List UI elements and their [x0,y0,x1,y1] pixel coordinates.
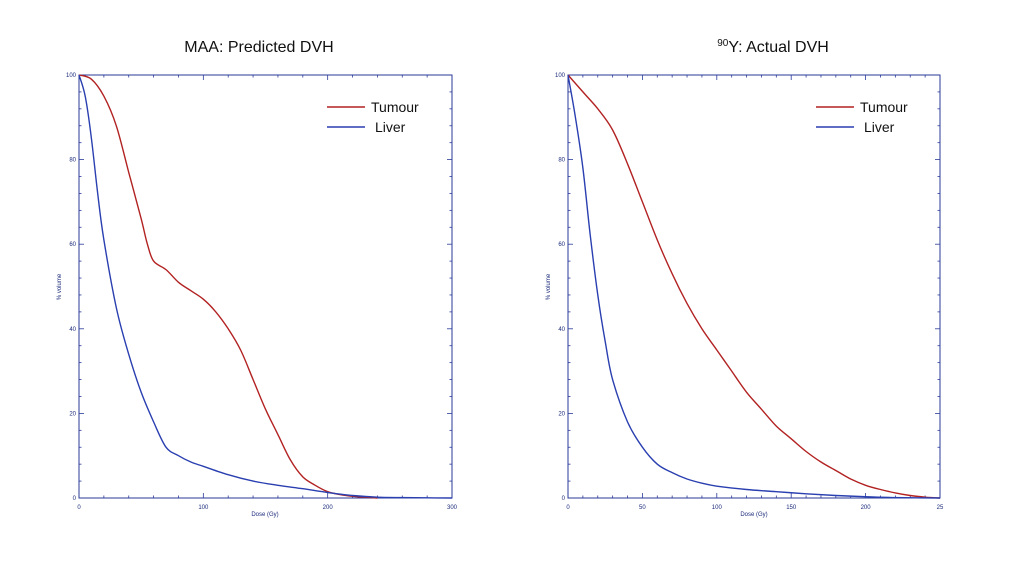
legend-label-tumour: Tumour [371,99,419,115]
legend-label-liver: Liver [375,119,406,135]
y-tick-label: 80 [558,158,565,164]
x-tick-label: 150 [786,505,797,511]
chart-title: MAA: Predicted DVH [184,39,333,56]
x-tick-label: 100 [198,505,209,511]
x-tick-label: 50 [639,505,646,511]
y-tick-label: 20 [69,411,76,417]
x-tick-label: 0 [566,505,570,511]
y-tick-label: 60 [69,242,76,248]
plot-frame [567,74,941,499]
tick-marks [567,74,941,499]
plot-frame [78,74,453,499]
x-tick-label: 100 [712,505,723,511]
chart-title: 90Y: Actual DVH [717,38,829,56]
x-axis-label: Dose (Gy) [251,512,278,518]
chart-title-sup: 90 [717,38,729,49]
y-tick-label: 0 [73,496,77,502]
y-tick-label: 40 [69,327,76,333]
x-tick-label: 200 [861,505,872,511]
chart-panel-y90: 90Y: Actual DVH 0 20 40 60 80 100 0 50 100 150 200… [546,38,944,518]
series-layer [78,74,453,499]
legend-label-liver: Liver [864,119,895,135]
tick-labels: 0 20 40 60 80 100 0 50 100 150 200 25 [555,73,944,511]
x-axis-label: Dose (Gy) [740,512,767,518]
y-tick-label: 60 [558,242,565,248]
y-tick-label: 0 [562,496,566,502]
x-tick-label: 200 [323,505,334,511]
series-line-liver [78,74,453,499]
x-tick-label: 25 [937,505,944,511]
chart-title-text: Y: Actual DVH [728,39,829,56]
y-tick-label: 40 [558,327,565,333]
y-tick-label: 80 [69,158,76,164]
series-line-tumour [567,74,941,499]
y-tick-label: 100 [66,73,77,79]
legend-label-tumour: Tumour [860,99,908,115]
series-line-tumour [78,74,378,499]
y-axis-label: % volume [546,273,552,300]
tick-labels: 0 20 40 60 80 100 0 100 200 300 [66,73,458,511]
series-line-liver [567,74,941,499]
x-tick-label: 0 [77,505,81,511]
legend: Tumour Liver [327,99,419,135]
legend: Tumour Liver [816,99,908,135]
chart-panel-maa: MAA: Predicted DVH 0 20 40 60 80 100 0 100 200 30… [57,39,458,518]
chart-title-text: MAA: Predicted DVH [184,39,333,56]
y-axis-label: % volume [57,273,63,300]
x-tick-label: 300 [447,505,458,511]
series-layer [567,74,941,499]
y-tick-label: 20 [558,411,565,417]
tick-marks [78,74,453,499]
y-tick-label: 100 [555,73,566,79]
